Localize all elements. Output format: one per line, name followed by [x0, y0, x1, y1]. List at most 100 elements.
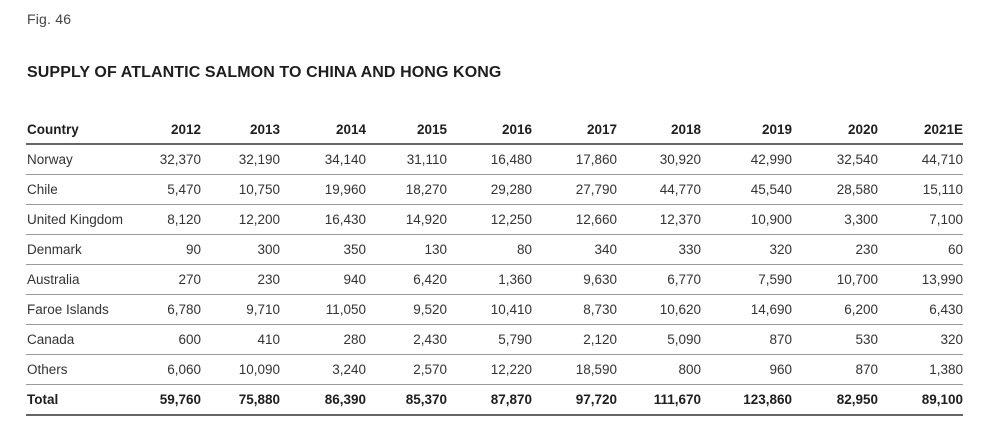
value-cell: 12,200	[201, 204, 280, 235]
country-cell: Australia	[26, 264, 136, 295]
value-cell: 940	[280, 264, 366, 295]
value-cell: 870	[792, 354, 878, 385]
value-cell: 32,540	[792, 144, 878, 175]
value-cell: 13,990	[878, 264, 963, 295]
value-cell: 6,060	[136, 354, 201, 385]
total-value-cell: 111,670	[617, 384, 701, 416]
value-cell: 80	[447, 234, 532, 265]
column-header-year: 2018	[617, 115, 701, 145]
country-cell: Faroe Islands	[26, 294, 136, 325]
value-cell: 1,380	[878, 354, 963, 385]
value-cell: 340	[532, 234, 617, 265]
value-cell: 5,090	[617, 324, 701, 355]
total-value-cell: 97,720	[532, 384, 617, 416]
value-cell: 2,430	[366, 324, 447, 355]
value-cell: 8,730	[532, 294, 617, 325]
value-cell: 60	[878, 234, 963, 265]
value-cell: 6,770	[617, 264, 701, 295]
value-cell: 6,420	[366, 264, 447, 295]
value-cell: 130	[366, 234, 447, 265]
value-cell: 14,920	[366, 204, 447, 235]
figure-label: Fig. 46	[27, 11, 72, 27]
value-cell: 6,430	[878, 294, 963, 325]
value-cell: 800	[617, 354, 701, 385]
column-header-year: 2012	[136, 115, 201, 145]
value-cell: 1,360	[447, 264, 532, 295]
table-row: Denmark 90 300 350 130 80 340 330 320 230 60	[26, 234, 963, 265]
salmon-supply-table: Country 2012 2013 2014 2015 2016 2017 2018 2019 2…	[26, 115, 963, 416]
total-value-cell: 87,870	[447, 384, 532, 416]
table-body: Norway 32,370 32,190 34,140 31,110 16,480 17,8…	[26, 144, 963, 416]
value-cell: 320	[878, 324, 963, 355]
value-cell: 19,960	[280, 174, 366, 205]
value-cell: 90	[136, 234, 201, 265]
total-value-cell: 59,760	[136, 384, 201, 416]
value-cell: 15,110	[878, 174, 963, 205]
table-row: Others 6,060 10,090 3,240 2,570 12,220 18,590 8…	[26, 354, 963, 385]
value-cell: 30,920	[617, 144, 701, 175]
value-cell: 14,690	[701, 294, 792, 325]
column-header-year: 2020	[792, 115, 878, 145]
value-cell: 5,470	[136, 174, 201, 205]
value-cell: 12,660	[532, 204, 617, 235]
value-cell: 5,790	[447, 324, 532, 355]
column-header-year: 2019	[701, 115, 792, 145]
value-cell: 10,410	[447, 294, 532, 325]
table-header-row: Country 2012 2013 2014 2015 2016 2017 2018 2019 2…	[26, 115, 963, 145]
value-cell: 11,050	[280, 294, 366, 325]
value-cell: 17,860	[532, 144, 617, 175]
value-cell: 330	[617, 234, 701, 265]
value-cell: 18,590	[532, 354, 617, 385]
value-cell: 10,090	[201, 354, 280, 385]
total-value-cell: 89,100	[878, 384, 963, 416]
table-row: United Kingdom 8,120 12,200 16,430 14,920 12,…	[26, 204, 963, 235]
value-cell: 42,990	[701, 144, 792, 175]
value-cell: 280	[280, 324, 366, 355]
value-cell: 350	[280, 234, 366, 265]
country-cell: Norway	[26, 144, 136, 175]
figure-title: SUPPLY OF ATLANTIC SALMON TO CHINA AND H…	[27, 64, 502, 81]
total-value-cell: 82,950	[792, 384, 878, 416]
value-cell: 3,240	[280, 354, 366, 385]
total-value-cell: 86,390	[280, 384, 366, 416]
value-cell: 870	[701, 324, 792, 355]
value-cell: 270	[136, 264, 201, 295]
value-cell: 8,120	[136, 204, 201, 235]
value-cell: 9,630	[532, 264, 617, 295]
value-cell: 44,770	[617, 174, 701, 205]
value-cell: 300	[201, 234, 280, 265]
value-cell: 44,710	[878, 144, 963, 175]
country-cell: United Kingdom	[26, 204, 136, 235]
value-cell: 3,300	[792, 204, 878, 235]
table-row: Faroe Islands 6,780 9,710 11,050 9,520 10,410…	[26, 294, 963, 325]
table-row: Canada 600 410 280 2,430 5,790 2,120 5,090 870 53…	[26, 324, 963, 355]
column-header-year: 2014	[280, 115, 366, 145]
total-value-cell: 75,880	[201, 384, 280, 416]
value-cell: 530	[792, 324, 878, 355]
total-row: Total 59,760 75,880 86,390 85,370 87,870 97,72…	[26, 384, 963, 416]
country-cell: Canada	[26, 324, 136, 355]
value-cell: 600	[136, 324, 201, 355]
value-cell: 2,570	[366, 354, 447, 385]
value-cell: 9,710	[201, 294, 280, 325]
column-header-year: 2017	[532, 115, 617, 145]
value-cell: 10,700	[792, 264, 878, 295]
column-header-country: Country	[26, 115, 136, 145]
total-value-cell: 123,860	[701, 384, 792, 416]
value-cell: 27,790	[532, 174, 617, 205]
value-cell: 10,620	[617, 294, 701, 325]
value-cell: 9,520	[366, 294, 447, 325]
column-header-year: 2021E	[878, 115, 963, 145]
value-cell: 410	[201, 324, 280, 355]
value-cell: 10,900	[701, 204, 792, 235]
total-label: Total	[26, 384, 136, 416]
value-cell: 12,370	[617, 204, 701, 235]
value-cell: 32,370	[136, 144, 201, 175]
value-cell: 230	[792, 234, 878, 265]
value-cell: 31,110	[366, 144, 447, 175]
value-cell: 29,280	[447, 174, 532, 205]
value-cell: 16,430	[280, 204, 366, 235]
table-row: Australia 270 230 940 6,420 1,360 9,630 6,770 7,…	[26, 264, 963, 295]
table-row: Chile 5,470 10,750 19,960 18,270 29,280 27,790…	[26, 174, 963, 205]
column-header-year: 2015	[366, 115, 447, 145]
